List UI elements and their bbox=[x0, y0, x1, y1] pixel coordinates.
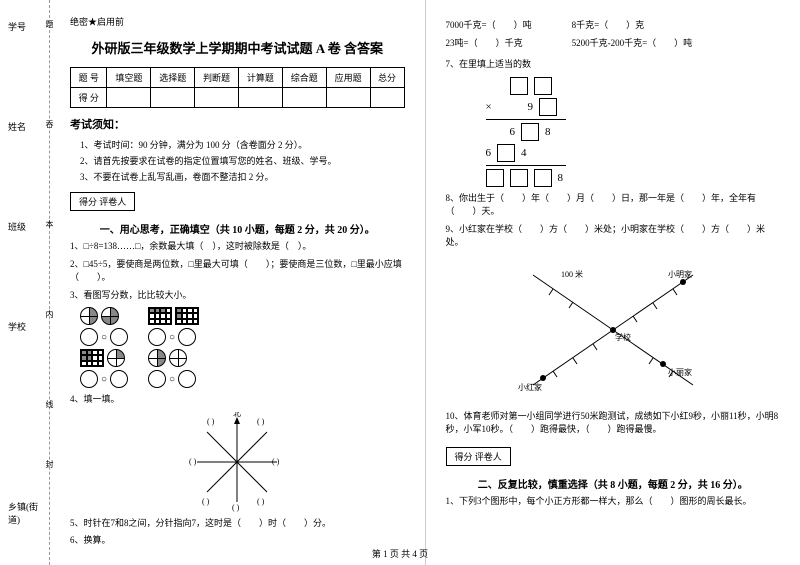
svg-text:( ): ( ) bbox=[189, 457, 197, 466]
q6: 6、换算。 bbox=[70, 534, 405, 548]
r1b: 8 bbox=[545, 126, 551, 138]
th-total: 总分 bbox=[370, 68, 404, 88]
section2-title: 二、反复比较，慎重选择（共 8 小题，每题 2 分，共 16 分）。 bbox=[446, 476, 781, 491]
q10: 10、体育老师对第一小组同学进行50米跑测试，成绩如下小红9秒，小丽11秒，小明… bbox=[446, 410, 781, 437]
field-id: 学号 bbox=[8, 20, 26, 33]
r2a: 6 bbox=[486, 147, 492, 159]
svg-text:学校: 学校 bbox=[615, 332, 631, 342]
svg-text:( ): ( ) bbox=[207, 417, 215, 426]
svg-text:( ): ( ) bbox=[202, 497, 210, 506]
confidential-label: 绝密★启用前 bbox=[70, 15, 405, 28]
r2b: 4 bbox=[521, 147, 527, 159]
th-judge: 判断题 bbox=[195, 68, 239, 88]
th-comp: 综合题 bbox=[282, 68, 326, 88]
q2: 2、□45÷5，要使商是两位数，□里最大可填（ ）；要使商是三位数，□里最小应填… bbox=[70, 258, 405, 285]
section2-head: 得分 评卷人 bbox=[446, 447, 511, 466]
svg-text:小明家: 小明家 bbox=[668, 269, 692, 279]
multiplication-box: ×9 68 64 8 bbox=[486, 77, 781, 187]
svg-text:( ): ( ) bbox=[257, 417, 265, 426]
direction-map: 100 米 学校 小明家 小红家 小丽家 bbox=[513, 255, 713, 405]
svg-text:小红家: 小红家 bbox=[518, 382, 542, 392]
q7: 7、在里填上适当的数 bbox=[446, 58, 781, 72]
q8: 8、你出生于（ ）年（ ）月（ ）日，那一年是（ ）年，全年有（ ）天。 bbox=[446, 192, 781, 219]
svg-text:小丽家: 小丽家 bbox=[668, 367, 692, 377]
conv-2: 8千克=（ ）克 bbox=[572, 19, 693, 33]
th-num: 题 号 bbox=[71, 68, 107, 88]
field-school: 学校 bbox=[8, 320, 26, 333]
th-calc: 计算题 bbox=[238, 68, 282, 88]
th-app: 应用题 bbox=[326, 68, 370, 88]
binding-margin: 学号 姓名 班级 学校 乡镇(街道) 题 吞 本 内 线 封 bbox=[0, 0, 50, 565]
section1-head: 得分 评卷人 bbox=[70, 192, 135, 211]
q1: 1、□÷8=138……□，余数最大填（ ），这时被除数是（ ）。 bbox=[70, 240, 405, 254]
page-footer: 第 1 页 共 4 页 bbox=[372, 547, 428, 560]
q3: 3、看图写分数，比比较大小。 bbox=[70, 289, 405, 303]
q5: 5、时针在7和8之间，分针指向7，这时是（ ）时（ ）分。 bbox=[70, 517, 405, 531]
notice-title: 考试须知： bbox=[70, 116, 405, 132]
row-score: 得 分 bbox=[71, 88, 107, 108]
svg-text:( ): ( ) bbox=[272, 457, 280, 466]
field-town: 乡镇(街道) bbox=[8, 500, 49, 526]
section1-title: 一、用心思考，正确填空（共 10 小题，每题 2 分，共 20 分）。 bbox=[70, 221, 405, 236]
notice-2: 2、请首先按要求在试卷的指定位置填写您的姓名、班级、学号。 bbox=[70, 154, 405, 167]
svg-text:( ): ( ) bbox=[232, 503, 240, 512]
field-class: 班级 bbox=[8, 220, 26, 233]
left-column: 绝密★启用前 外研版三年级数学上学期期中考试试题 A 卷 含答案 题 号 填空题… bbox=[50, 0, 426, 565]
th-choice: 选择题 bbox=[151, 68, 195, 88]
fraction-diagrams: ○ ○ ○ ○ bbox=[80, 307, 395, 388]
right-column: 7000千克=（ ）吨 23吨=（ ）千克 8千克=（ ）克 5200千克-20… bbox=[426, 0, 800, 565]
notice-1: 1、考试时间：90 分钟，满分为 100 分（含卷面分 2 分）。 bbox=[70, 138, 405, 151]
exam-title: 外研版三年级数学上学期期中考试试题 A 卷 含答案 bbox=[70, 38, 405, 57]
score-table: 题 号 填空题 选择题 判断题 计算题 综合题 应用题 总分 得 分 bbox=[70, 67, 405, 108]
q9: 9、小红家在学校（ ）方（ ）米处；小明家在学校（ ）方（ ）米处。 bbox=[446, 223, 781, 250]
svg-text:100 米: 100 米 bbox=[561, 269, 583, 279]
mult-sign: × bbox=[486, 101, 498, 113]
mult-9: 9 bbox=[528, 101, 534, 113]
q4: 4、填一填。 bbox=[70, 393, 405, 407]
r1a: 6 bbox=[510, 126, 516, 138]
s2-q1: 1、下列3个图形中，每个小正方形都一样大，那么（ ）图形的周长最长。 bbox=[446, 495, 781, 509]
conv-4: 5200千克-200千克=（ ）吨 bbox=[572, 37, 693, 51]
conv-3: 23吨=（ ）千克 bbox=[446, 37, 532, 51]
th-fill: 填空题 bbox=[107, 68, 151, 88]
r3: 8 bbox=[558, 172, 564, 184]
svg-text:( ): ( ) bbox=[257, 497, 265, 506]
svg-text:北: 北 bbox=[233, 412, 241, 418]
notice-3: 3、不要在试卷上乱写乱画，卷面不整洁扣 2 分。 bbox=[70, 170, 405, 183]
compass-diagram: 北 ( ) ( ) ( ) ( ) ( ) ( ) ( ) bbox=[187, 412, 287, 512]
conv-1: 7000千克=（ ）吨 bbox=[446, 19, 532, 33]
field-name: 姓名 bbox=[8, 120, 26, 133]
